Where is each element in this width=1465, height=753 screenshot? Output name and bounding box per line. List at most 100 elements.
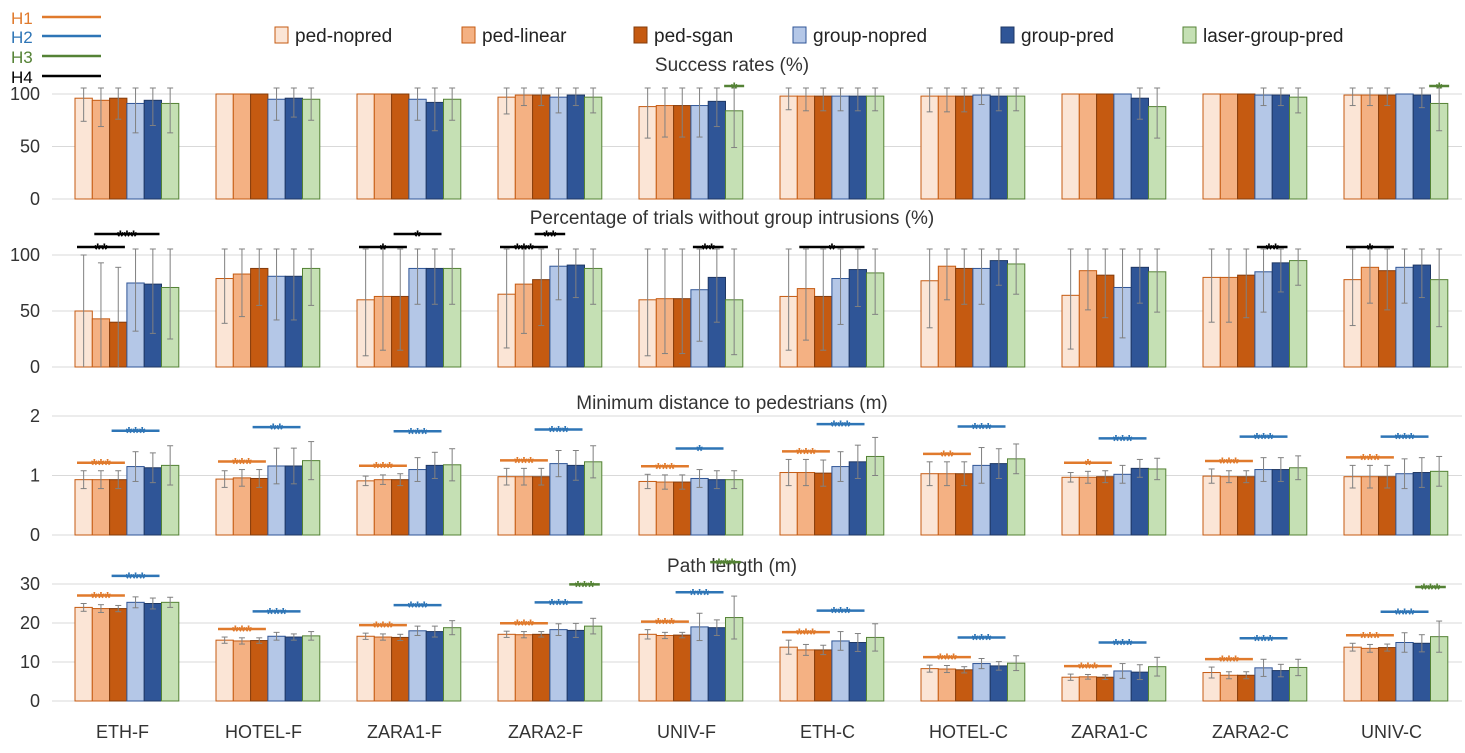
bar <box>215 639 234 702</box>
x-category-label: ETH-F <box>96 722 149 742</box>
bar <box>584 625 603 702</box>
significance-stars: *** <box>1254 430 1274 449</box>
bar <box>1078 476 1098 536</box>
bar <box>1360 94 1380 200</box>
bar <box>425 631 445 702</box>
bar <box>779 95 798 200</box>
y-tick-label: 20 <box>20 613 40 633</box>
bar <box>391 93 410 200</box>
significance-stars: * <box>1436 79 1443 98</box>
bar <box>638 480 657 536</box>
bar <box>356 635 375 702</box>
significance-stars: *** <box>972 420 992 439</box>
y-tick-label: 0 <box>30 691 40 711</box>
significance-stars: *** <box>972 630 992 649</box>
significance-stars: *** <box>549 595 569 614</box>
panel-title: Minimum distance to pedestrians (m) <box>576 393 888 414</box>
significance-stars: *** <box>126 569 146 588</box>
bar <box>514 634 534 702</box>
significance-stars: *** <box>1219 454 1239 473</box>
significance-stars: *** <box>91 589 111 608</box>
bar <box>1061 93 1080 200</box>
significance-stars: *** <box>117 227 137 246</box>
bar <box>1096 476 1115 536</box>
bar <box>1271 94 1290 200</box>
bar <box>267 635 286 702</box>
significance-stars: ** <box>543 227 557 246</box>
significance-stars: *** <box>655 459 675 478</box>
bar <box>1096 93 1115 200</box>
y-tick-label: 0 <box>30 189 40 209</box>
y-tick-label: 30 <box>20 574 40 594</box>
bar <box>532 633 551 702</box>
bar <box>1202 93 1221 200</box>
bar <box>866 95 885 200</box>
legend-label: laser-group-pred <box>1203 26 1343 47</box>
bar <box>549 629 568 702</box>
hypothesis-label: H3 <box>11 48 33 67</box>
bar <box>250 640 269 702</box>
significance-stars: *** <box>1113 431 1133 450</box>
bar <box>1061 476 1080 536</box>
bar <box>1343 94 1362 200</box>
bar <box>408 630 427 702</box>
significance-stars: * <box>414 227 421 246</box>
y-tick-label: 10 <box>20 652 40 672</box>
significance-stars: * <box>380 240 387 259</box>
bar <box>673 634 692 702</box>
bar <box>638 633 657 702</box>
bar <box>814 95 833 200</box>
x-category-label: HOTEL-F <box>225 722 302 742</box>
legend-swatch <box>792 26 807 44</box>
hypothesis-label: H1 <box>11 9 33 28</box>
significance-stars: *** <box>831 604 851 623</box>
significance-stars: *** <box>514 616 534 635</box>
significance-stars: * <box>696 442 703 461</box>
bar <box>1078 93 1098 200</box>
x-category-label: ZARA1-C <box>1071 722 1148 742</box>
legend-label: group-pred <box>1021 26 1114 47</box>
bar <box>250 93 269 200</box>
bar <box>1096 676 1115 702</box>
legend-swatch <box>1000 26 1015 44</box>
significance-stars: * <box>1367 240 1374 259</box>
bar <box>1237 476 1256 536</box>
panel-title: Success rates (%) <box>655 55 809 76</box>
bar <box>1378 94 1397 200</box>
significance-stars: *** <box>514 453 534 472</box>
significance-stars: * <box>1085 456 1092 475</box>
bar <box>955 669 974 702</box>
bar <box>1360 647 1380 702</box>
bar <box>373 93 393 200</box>
significance-stars: *** <box>408 424 428 443</box>
bar <box>532 94 551 200</box>
bar <box>161 601 180 702</box>
legend-label: ped-linear <box>482 26 567 47</box>
legend-label: group-nopred <box>813 26 927 47</box>
bar <box>566 629 586 702</box>
panel-title: Path length (m) <box>667 556 797 577</box>
x-category-label: UNIV-C <box>1361 722 1422 742</box>
significance-stars: *** <box>937 650 957 669</box>
significance-stars: *** <box>549 423 569 442</box>
bar <box>514 94 534 200</box>
significance-stars: *** <box>1219 652 1239 671</box>
significance-stars: * <box>829 240 836 259</box>
bar <box>91 608 111 702</box>
bar <box>655 481 675 536</box>
significance-stars: *** <box>514 240 534 259</box>
significance-stars: * <box>731 79 738 98</box>
x-category-label: ETH-C <box>800 722 855 742</box>
significance-stars: *** <box>575 577 595 596</box>
bar <box>796 95 816 200</box>
bar <box>356 93 375 200</box>
bar <box>356 480 375 536</box>
legend-swatch <box>633 26 648 44</box>
bar <box>1202 475 1221 536</box>
bar <box>1237 93 1256 200</box>
bar <box>232 640 252 702</box>
bar <box>673 481 692 536</box>
bar <box>443 627 462 702</box>
legend-swatch <box>274 26 289 44</box>
